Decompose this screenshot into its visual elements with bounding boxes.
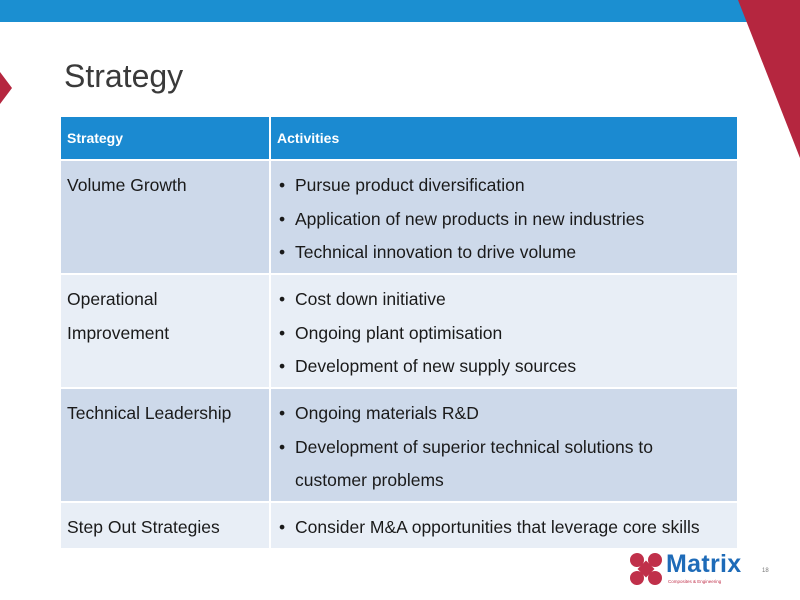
logo-tagline: Composites & Engineering <box>668 579 722 584</box>
activity-item: Ongoing materials R&D <box>277 397 731 431</box>
activities-cell: Ongoing materials R&D Development of sup… <box>270 387 737 502</box>
strategy-label: Operational Improvement <box>67 289 170 343</box>
table-row: Step Out Strategies Consider M&A opportu… <box>61 501 737 548</box>
activity-list: Consider M&A opportunities that leverage… <box>277 511 731 545</box>
table-row: Volume Growth Pursue product diversifica… <box>61 159 737 274</box>
table-header-row: Strategy Activities <box>61 117 737 160</box>
activity-item: Cost down initiative <box>277 283 731 317</box>
table-row: Operational Improvement Cost down initia… <box>61 273 737 388</box>
activity-item: Application of new products in new indus… <box>277 203 731 237</box>
table-row: Technical Leadership Ongoing materials R… <box>61 387 737 502</box>
activity-item: Pursue product diversification <box>277 169 731 203</box>
activities-cell: Pursue product diversification Applicati… <box>270 159 737 274</box>
logo-wordmark: Matrix <box>666 550 742 578</box>
strategy-table: Strategy Activities Volume Growth Pursue… <box>61 117 737 548</box>
strategy-cell: Operational Improvement <box>61 273 271 388</box>
strategy-cell: Technical Leadership <box>61 387 271 502</box>
activity-item: Technical innovation to drive volume <box>277 236 731 270</box>
left-red-arrow <box>0 72 12 104</box>
activity-item: Development of superior technical soluti… <box>277 431 695 498</box>
strategy-cell: Volume Growth <box>61 159 271 274</box>
activity-list: Cost down initiative Ongoing plant optim… <box>277 283 731 384</box>
activity-list: Pursue product diversification Applicati… <box>277 169 731 270</box>
page-title: Strategy <box>64 58 184 94</box>
activity-item: Development of new supply sources <box>277 350 731 384</box>
top-banner <box>0 0 800 22</box>
activity-item: Ongoing plant optimisation <box>277 317 731 351</box>
page-number: 18 <box>762 568 769 574</box>
activities-cell: Cost down initiative Ongoing plant optim… <box>270 273 737 388</box>
company-logo: Matrix Composites & Engineering <box>628 550 748 588</box>
top-right-red-triangle <box>738 0 800 158</box>
header-activities: Activities <box>270 117 737 160</box>
activity-item: Consider M&A opportunities that leverage… <box>277 511 731 545</box>
activities-cell: Consider M&A opportunities that leverage… <box>270 501 737 548</box>
activity-list: Ongoing materials R&D Development of sup… <box>277 397 731 498</box>
x-cross-logo-icon <box>630 553 662 585</box>
header-strategy: Strategy <box>61 117 271 160</box>
strategy-cell: Step Out Strategies <box>61 501 271 548</box>
